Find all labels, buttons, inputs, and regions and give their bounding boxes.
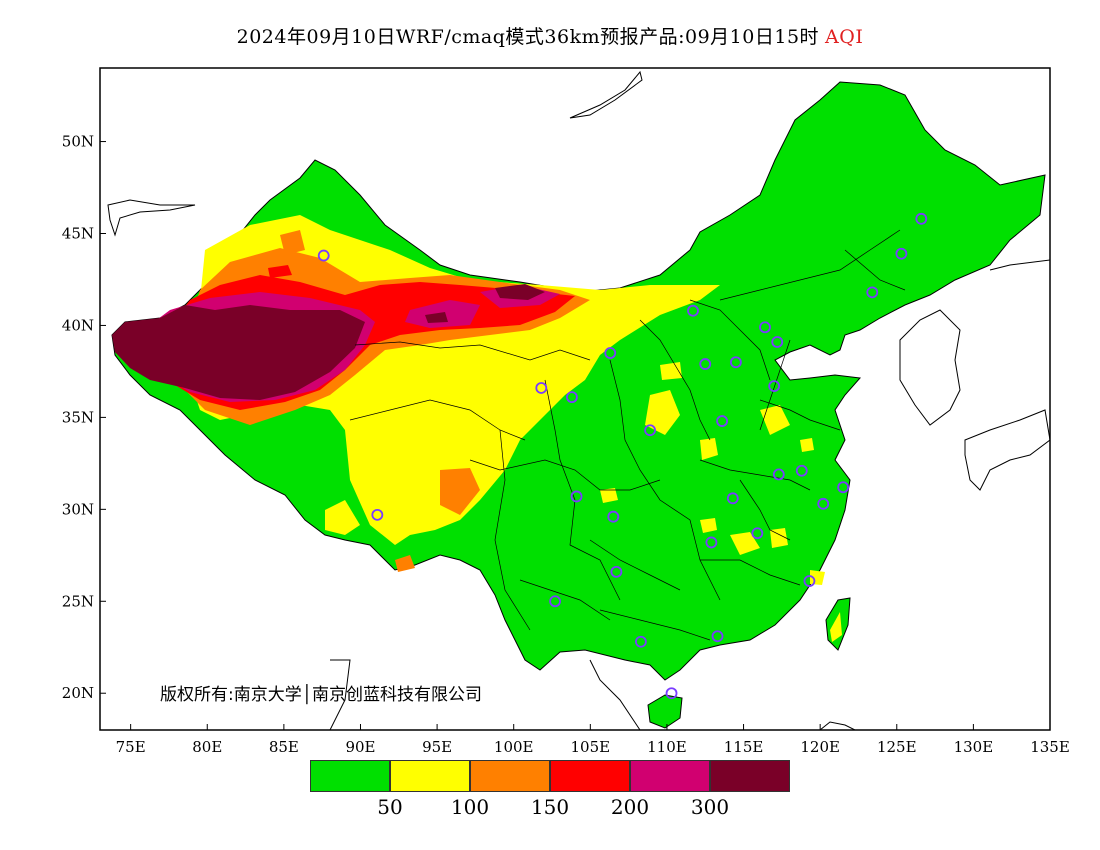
- station-marker: [772, 468, 785, 481]
- map-canvas: [107, 70, 1050, 730]
- title-text: 2024年09月10日WRF/cmaq模式36km预报产品:09月10日15时: [236, 26, 820, 48]
- station-marker: [570, 490, 583, 503]
- color-legend: [310, 760, 790, 792]
- y-tick-label: 40N: [62, 316, 94, 334]
- station-marker: [535, 382, 548, 394]
- hainan-island: [647, 694, 683, 729]
- y-tick-label: 50N: [62, 133, 94, 151]
- y-tick-label: 20N: [62, 684, 94, 702]
- station-marker: [795, 464, 808, 477]
- aqi-band-hazardous: [112, 284, 545, 400]
- copyright-notice: 版权所有:南京大学│南京创蓝科技有限公司: [160, 685, 482, 705]
- station-marker: [699, 358, 712, 370]
- station-marker: [751, 527, 764, 540]
- y-tick-label: 45N: [62, 225, 94, 243]
- station-marker: [895, 247, 908, 260]
- station-marker: [566, 391, 578, 404]
- map-frame: [99, 67, 1051, 731]
- x-tick-label: 125E: [877, 738, 917, 756]
- legend-swatch: [470, 760, 550, 792]
- x-tick-label: 100E: [494, 738, 534, 756]
- station-marker: [711, 630, 724, 643]
- station-marker: [610, 565, 623, 578]
- legend-swatch: [390, 760, 470, 792]
- station-marker: [817, 497, 830, 510]
- station-marker: [607, 510, 620, 523]
- monitoring-stations: [317, 212, 928, 700]
- x-tick-label: 75E: [116, 738, 146, 756]
- neighbor-coastlines: [107, 70, 1050, 730]
- province-boundaries: [349, 229, 906, 641]
- legend-tick-label: 50: [377, 795, 403, 819]
- legend-swatch: [710, 760, 790, 792]
- y-axis: 20N 25N 30N 35N 40N 45N 50N: [62, 133, 106, 702]
- station-marker: [705, 536, 718, 549]
- station-marker: [687, 304, 699, 317]
- x-tick-label: 90E: [345, 738, 375, 756]
- x-tick-label: 105E: [571, 738, 611, 756]
- station-marker: [371, 508, 384, 521]
- station-marker: [759, 321, 771, 334]
- legend-swatch: [310, 760, 390, 792]
- station-marker: [866, 286, 879, 299]
- x-axis: 75E 80E 85E 90E 95E 100E 105E 110E 115E 120E 125E 1…: [116, 724, 1070, 756]
- legend-tick-label: 100: [450, 795, 490, 819]
- y-tick-label: 35N: [62, 408, 94, 426]
- station-marker: [665, 687, 678, 700]
- station-marker: [771, 336, 784, 348]
- station-marker: [729, 356, 742, 369]
- station-marker: [549, 595, 561, 608]
- station-marker: [716, 415, 728, 427]
- x-tick-label: 120E: [800, 738, 840, 756]
- station-marker: [915, 212, 928, 225]
- x-tick-label: 135E: [1030, 738, 1070, 756]
- pollutant-label: AQI: [825, 26, 864, 48]
- x-tick-label: 110E: [647, 738, 687, 756]
- station-marker: [317, 249, 330, 262]
- legend-tick-label: 300: [690, 795, 730, 819]
- x-tick-label: 80E: [192, 738, 222, 756]
- station-marker: [768, 380, 781, 393]
- x-tick-label: 85E: [269, 738, 299, 756]
- legend-swatch: [630, 760, 710, 792]
- legend-swatch: [550, 760, 630, 792]
- station-marker: [803, 575, 816, 587]
- x-tick-label: 95E: [422, 738, 452, 756]
- x-tick-label: 115E: [724, 738, 764, 756]
- map-title: 2024年09月10日WRF/cmaq模式36km预报产品:09月10日15时 A…: [0, 22, 1100, 49]
- legend-tick-label: 150: [530, 795, 570, 819]
- station-marker: [634, 635, 647, 648]
- legend-tick-label: 200: [610, 795, 650, 819]
- legend-tick-labels: 50 100 150 200 300: [0, 795, 1100, 819]
- y-tick-label: 25N: [62, 592, 94, 610]
- station-marker: [837, 481, 850, 494]
- x-tick-label: 130E: [954, 738, 994, 756]
- station-marker: [726, 492, 739, 505]
- station-marker: [644, 424, 656, 437]
- y-tick-label: 30N: [62, 500, 94, 518]
- station-marker: [604, 347, 617, 359]
